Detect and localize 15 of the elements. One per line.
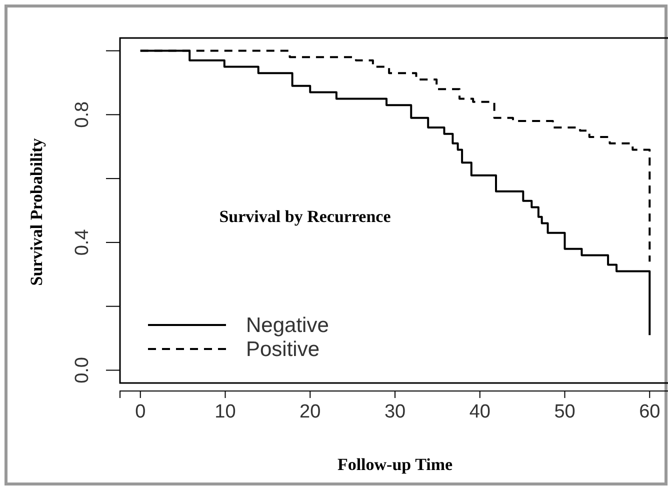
x-tick-label: 20 [300,401,321,422]
x-tick-label: 50 [554,401,576,422]
y-axis-title: Survival Probability [27,138,46,286]
x-axis-title: Follow-up Time [337,455,453,474]
x-tick-label: 0 [135,401,146,422]
x-tick-label: 60 [639,401,660,422]
x-tick-label: 10 [214,401,236,422]
x-tick-label: 30 [384,401,406,422]
text: Survival by Recurrence [219,207,392,226]
legend-label: Positive [246,338,320,361]
y-tick-label: 0.4 [72,228,93,256]
legend-label: Negative [246,314,329,337]
y-tick-label: 0.8 [72,101,93,128]
x-tick-label: 40 [469,401,490,422]
y-tick-label: 0.0 [72,357,93,384]
